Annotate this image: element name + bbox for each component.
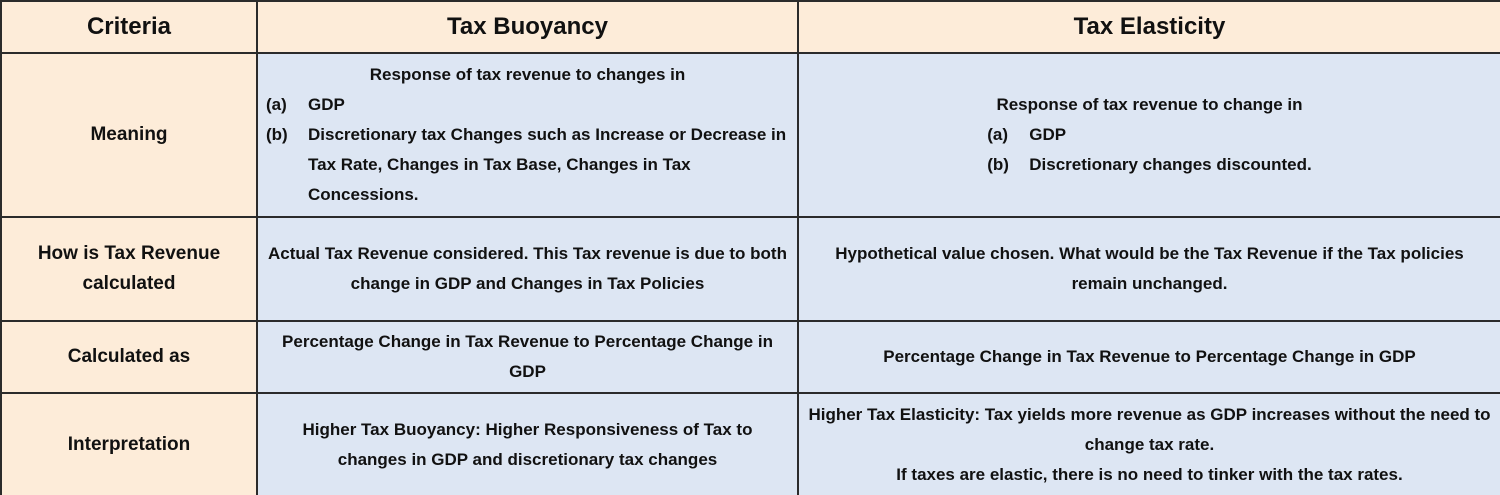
value-cell: Actual Tax Revenue considered. This Tax … bbox=[256, 216, 799, 322]
value-cell: Higher Tax Buoyancy: Higher Responsivene… bbox=[256, 392, 799, 495]
item-text: GDP bbox=[308, 95, 345, 114]
cell-text: Actual Tax Revenue considered. This Tax … bbox=[268, 244, 787, 293]
cell-text: Percentage Change in Tax Revenue to Perc… bbox=[883, 347, 1416, 366]
item-marker: (b) bbox=[987, 155, 1009, 174]
item-text: Discretionary tax Changes such as Increa… bbox=[308, 125, 787, 204]
item-list: (a) GDP (b) Discretionary tax Changes such … bbox=[266, 90, 789, 210]
cell-intro: Response of tax revenue to changes in bbox=[369, 65, 686, 84]
criteria-cell: Calculated as bbox=[0, 320, 258, 394]
item-marker: (a) bbox=[266, 95, 287, 114]
criteria-cell: Interpretation bbox=[0, 392, 258, 495]
value-cell: Hypothetical value chosen. What would be… bbox=[797, 216, 1500, 322]
list-item: (a) GDP bbox=[987, 120, 1311, 150]
item-text: Discretionary changes discounted. bbox=[1029, 155, 1312, 174]
header-cell: Tax Buoyancy bbox=[256, 0, 799, 54]
list-item: (b) Discretionary changes discounted. bbox=[987, 150, 1311, 180]
item-text: GDP bbox=[1029, 125, 1067, 144]
list-item: (b) Discretionary tax Changes such as Inc… bbox=[266, 120, 789, 210]
item-marker: (a) bbox=[987, 125, 1009, 144]
header-cell: Criteria bbox=[0, 0, 258, 54]
criteria-cell: How is Tax Revenue calculated bbox=[0, 216, 258, 322]
cell-text: Higher Tax Elasticity: Tax yields more r… bbox=[808, 404, 1491, 454]
item-list: (a) GDP (b) Discretionary changes discounte… bbox=[987, 120, 1311, 180]
value-cell: Percentage Change in Tax Revenue to Perc… bbox=[256, 320, 799, 394]
table-row: Meaning Response of tax revenue to change… bbox=[0, 52, 1500, 218]
table-row: Interpretation Higher Tax Buoyancy: Highe… bbox=[0, 392, 1500, 495]
value-cell: Percentage Change in Tax Revenue to Perc… bbox=[797, 320, 1500, 394]
cell-text: Percentage Change in Tax Revenue to Perc… bbox=[282, 332, 773, 381]
table-row: Calculated as Percentage Change in Tax Re… bbox=[0, 320, 1500, 394]
value-cell: Response of tax revenue to change in (a) G… bbox=[797, 52, 1500, 218]
value-cell: Response of tax revenue to changes in (a)… bbox=[256, 52, 799, 218]
list-item: (a) GDP bbox=[266, 90, 789, 120]
item-marker: (b) bbox=[266, 125, 288, 144]
cell-intro: Response of tax revenue to change in bbox=[996, 95, 1303, 114]
cell-text: Hypothetical value chosen. What would be… bbox=[835, 244, 1464, 293]
header-cell: Tax Elasticity bbox=[797, 0, 1500, 54]
criteria-cell: Meaning bbox=[0, 52, 258, 218]
cell-text: Higher Tax Buoyancy: Higher Responsivene… bbox=[302, 419, 753, 469]
value-cell: Higher Tax Elasticity: Tax yields more r… bbox=[797, 392, 1500, 495]
header-row: Criteria Tax Buoyancy Tax Elasticity bbox=[0, 0, 1500, 54]
cell-text: If taxes are elastic, there is no need t… bbox=[896, 464, 1403, 484]
table-row: How is Tax Revenue calculated Actual Tax … bbox=[0, 216, 1500, 322]
